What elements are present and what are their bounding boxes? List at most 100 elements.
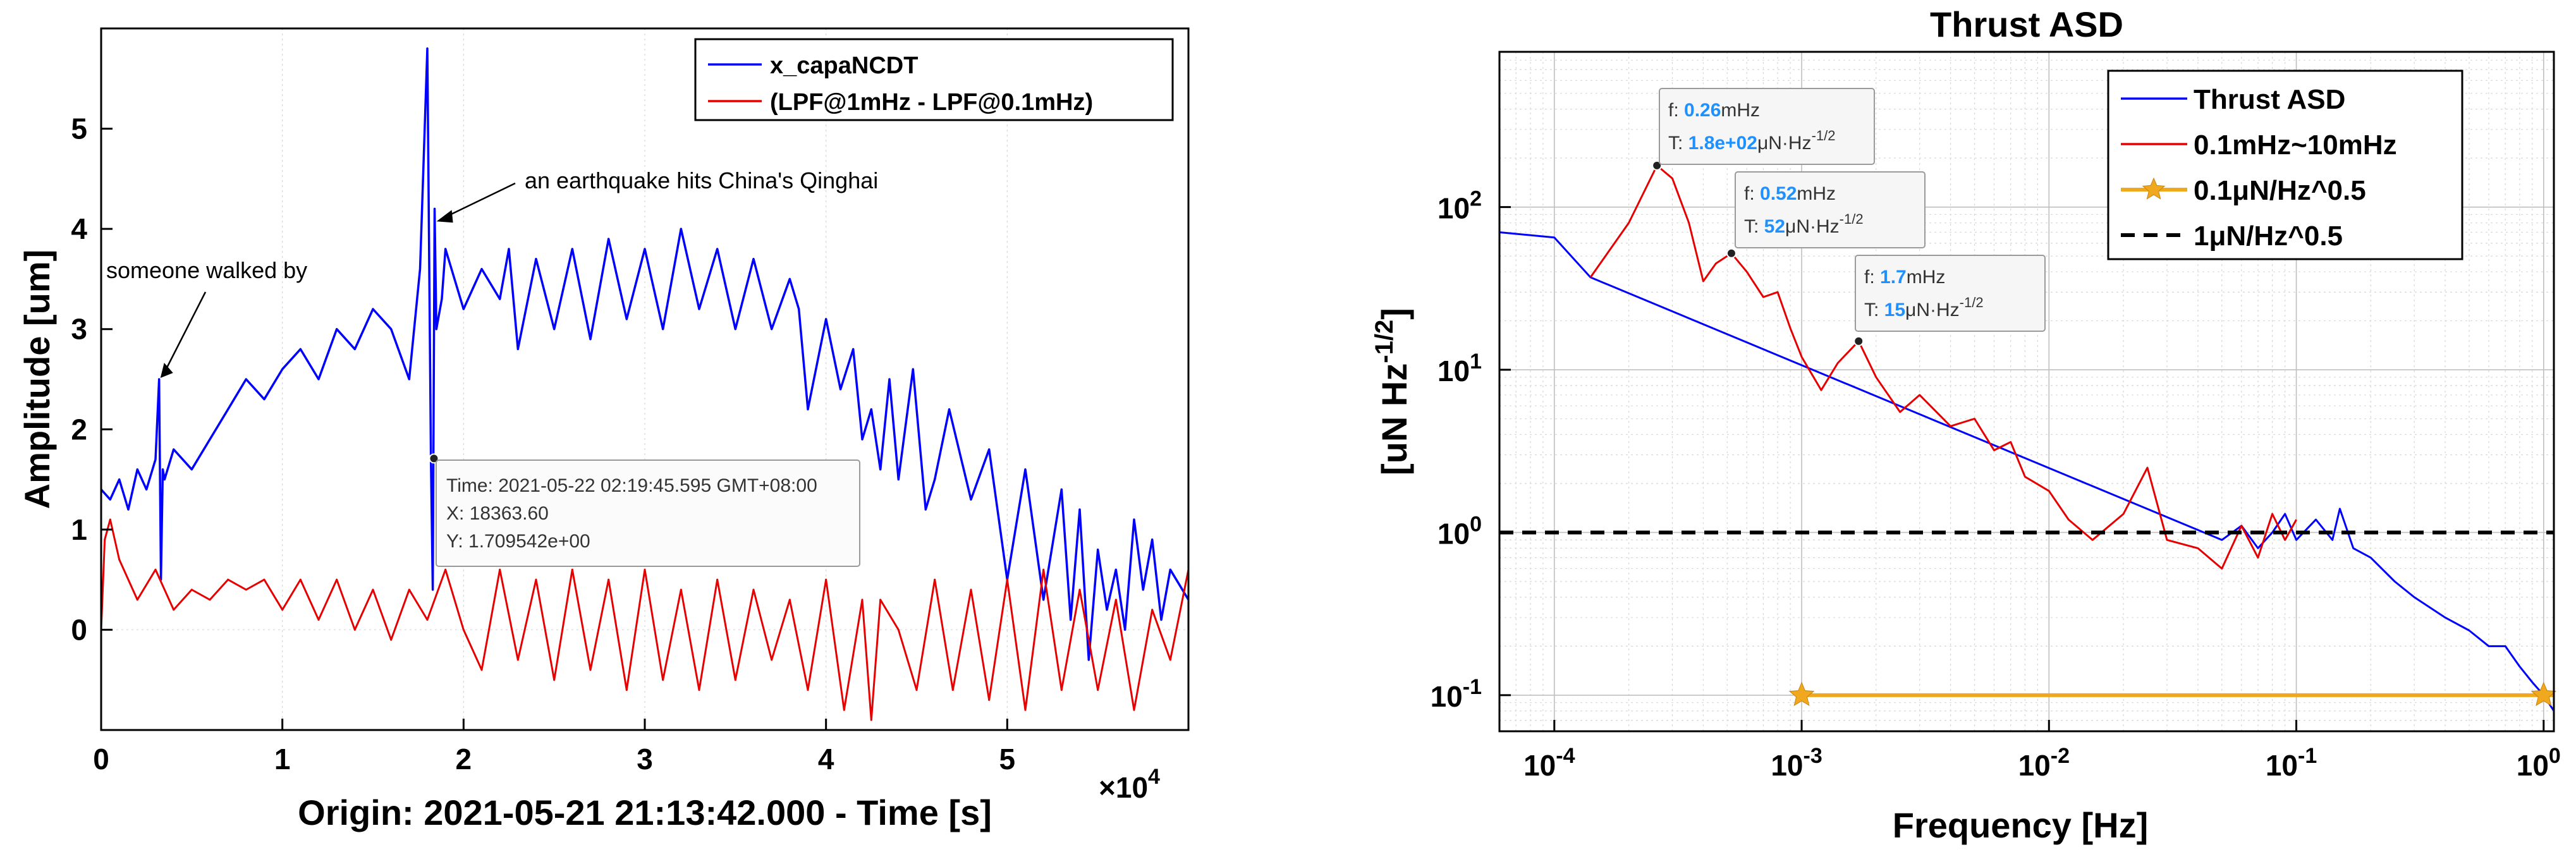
annotation-arrow-line xyxy=(163,291,207,374)
data-point-x-capancdt xyxy=(1133,518,1135,521)
x-tick-label: 3 xyxy=(637,743,653,776)
data-point-x-capancdt xyxy=(145,488,148,490)
data-point-lpf-diff xyxy=(209,599,211,601)
data-point-lpf-diff xyxy=(698,689,700,691)
data-point-x-capancdt xyxy=(698,308,700,310)
data-point-x-capancdt xyxy=(807,408,809,411)
legend-entry-label: 1μN/Hz^0.5 xyxy=(2194,221,2343,252)
data-point-x-capancdt xyxy=(798,308,800,310)
data-point-x-capancdt xyxy=(299,348,302,350)
series-line-thrust-asd xyxy=(1499,231,2555,712)
legend-entry-label: x_capaNCDT xyxy=(770,52,918,79)
x-scale-factor: ×104 xyxy=(1099,765,1160,804)
data-point-x-capancdt xyxy=(912,368,914,370)
datatip-frequency: f: 0.52mHz xyxy=(1744,183,1836,204)
data-point-lpf-diff xyxy=(390,638,393,641)
data-point-x-capancdt xyxy=(571,248,573,250)
data-point-lpf-diff xyxy=(553,679,556,681)
data-point-lpf-diff xyxy=(897,628,900,631)
x-tick-label: 1 xyxy=(274,743,291,776)
data-point-lpf-diff xyxy=(1151,609,1154,611)
data-point-x-capancdt xyxy=(281,368,284,370)
x-tick-label: 10-3 xyxy=(1771,744,1822,782)
series-line-x-capancdt xyxy=(100,47,1190,661)
data-point-x-capancdt xyxy=(136,468,138,471)
data-point-lpf-diff xyxy=(154,568,157,571)
data-point-lpf-diff xyxy=(870,719,872,721)
data-point-x-capancdt xyxy=(788,277,791,280)
data-point-x-capancdt xyxy=(1042,599,1045,601)
datatip-frequency: f: 0.26mHz xyxy=(1668,100,1760,121)
annotation-arrowhead xyxy=(436,210,453,223)
data-point-x-capancdt xyxy=(127,508,130,511)
datatip-thrust: T: 52μN·Hz-1/2 xyxy=(1744,211,1864,237)
data-point-x-capancdt xyxy=(336,328,338,331)
data-point-x-capancdt xyxy=(680,228,682,230)
datatip-thrust: T: 15μN·Hz-1/2 xyxy=(1864,295,1984,320)
data-point-x-capancdt xyxy=(1060,488,1063,490)
y-tick-label: 101 xyxy=(1438,350,1482,387)
data-point-x-capancdt xyxy=(970,498,972,501)
reference-star-marker xyxy=(1788,681,1815,707)
data-point-x-capancdt xyxy=(625,318,628,320)
data-point-lpf-diff xyxy=(988,698,991,701)
y-tick-label: 4 xyxy=(71,212,87,245)
data-point-lpf-diff xyxy=(607,578,610,581)
data-point-lpf-diff xyxy=(1042,568,1045,571)
data-point-lpf-diff xyxy=(1133,709,1135,711)
x-tick-label: 5 xyxy=(999,743,1016,776)
data-point-lpf-diff xyxy=(281,609,284,611)
legend-box xyxy=(694,38,1174,121)
data-point-lpf-diff xyxy=(462,628,465,631)
datatip-box: f: 0.26mHz T: 1.8e+02μN·Hz-1/2 xyxy=(1659,88,1875,165)
datatip-line: X: 18363.60 xyxy=(446,503,549,524)
x-axis-title: Frequency [Hz] xyxy=(1893,805,2149,845)
data-point-lpf-diff xyxy=(879,599,882,601)
y-tick-label: 0 xyxy=(71,613,87,646)
data-point-lpf-diff xyxy=(109,518,111,521)
data-point-x-capancdt xyxy=(154,458,157,461)
datatip-background xyxy=(1659,88,1875,165)
y-tick-label: 10-1 xyxy=(1431,675,1482,713)
data-point-x-capancdt xyxy=(948,408,951,411)
data-point-x-capancdt xyxy=(317,378,320,380)
data-point-lpf-diff xyxy=(372,588,374,591)
data-point-lpf-diff xyxy=(825,578,827,581)
data-point-x-capancdt xyxy=(1114,568,1117,571)
data-point-x-capancdt xyxy=(419,268,422,271)
data-point-lpf-diff xyxy=(1006,578,1008,581)
data-point-x-capancdt xyxy=(263,398,266,401)
data-point-lpf-diff xyxy=(118,558,121,561)
data-point-x-capancdt xyxy=(1087,659,1090,661)
data-point-lpf-diff xyxy=(662,679,664,681)
chart-title: Thrust ASD xyxy=(1930,4,2123,44)
reference-star-marker xyxy=(2530,681,2557,707)
data-point-x-capancdt xyxy=(934,478,936,481)
data-point-x-capancdt xyxy=(432,588,434,591)
data-point-x-capancdt xyxy=(245,378,247,380)
y-axis-title: Amplitude [um] xyxy=(17,250,57,509)
x-tick-label: 10-4 xyxy=(1523,744,1575,782)
y-tick-label: 2 xyxy=(71,413,87,446)
x-axis-title: Origin: 2021-05-21 21:13:42.000 - Time [… xyxy=(298,793,992,832)
x-tick-label: 100 xyxy=(2517,744,2561,782)
data-point-lpf-diff xyxy=(408,588,410,591)
data-point-x-capancdt xyxy=(161,468,164,471)
annotation-arrow-line xyxy=(441,182,516,220)
data-point-lpf-diff xyxy=(788,599,791,601)
data-point-x-capancdt xyxy=(852,348,855,350)
legend: x_capaNCDT (LPF@1mHz - LPF@0.1mHz) xyxy=(694,38,1174,121)
data-point-lpf-diff xyxy=(104,538,106,541)
data-point-lpf-diff xyxy=(245,588,247,591)
data-point-lpf-diff xyxy=(1024,709,1027,711)
data-point-x-capancdt xyxy=(1097,549,1099,551)
datatip-marker xyxy=(429,453,439,464)
data-point-lpf-diff xyxy=(263,578,266,581)
y-tick-label: 1 xyxy=(71,513,87,546)
x-tick-label: 4 xyxy=(818,743,834,776)
datatip-background xyxy=(436,459,860,567)
data-point-x-capancdt xyxy=(462,308,465,310)
data-point-x-capancdt xyxy=(499,298,501,300)
legend-box xyxy=(2107,70,2463,260)
